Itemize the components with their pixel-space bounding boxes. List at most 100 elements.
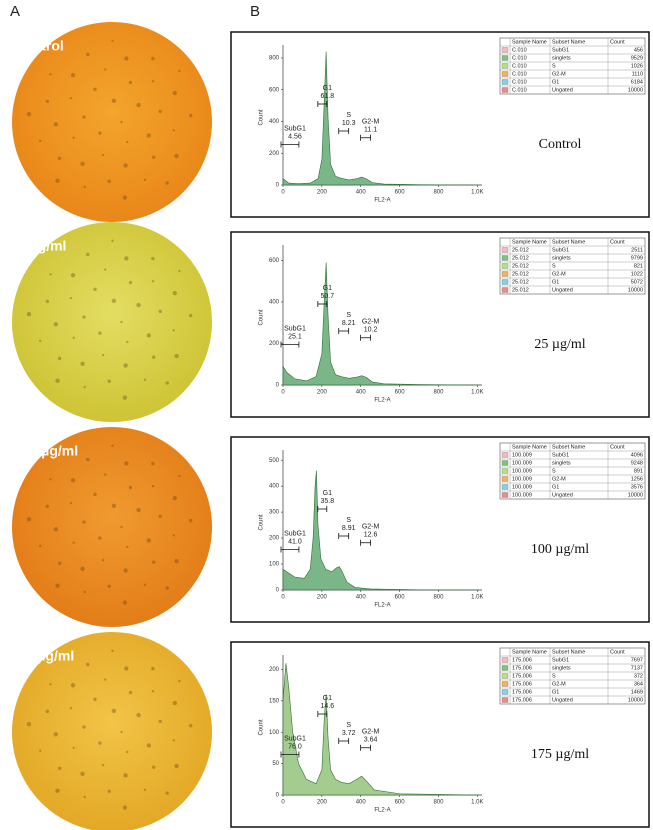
cell-speck <box>98 331 102 335</box>
cell-speck <box>101 558 105 562</box>
cell-speck <box>39 749 42 753</box>
image-label: 100 µg/ml <box>14 443 78 459</box>
cell-speck <box>152 155 156 159</box>
table-cell: 7697 <box>631 657 643 663</box>
cell-speck <box>39 339 42 343</box>
y-tick-label: 100 <box>269 730 280 736</box>
histogram <box>282 663 478 796</box>
cell-speck <box>151 80 155 83</box>
table-cell: 175.006 <box>512 673 532 679</box>
cell-speck <box>104 68 107 71</box>
table-cell: 10000 <box>628 492 643 498</box>
gate-value: 14.6 <box>320 703 334 710</box>
cell-speck <box>165 381 169 385</box>
cell-speck <box>83 185 86 189</box>
x-tick-label: 0 <box>281 595 285 601</box>
table-header: Sample Name <box>512 444 547 450</box>
table-cell: 891 <box>634 468 643 474</box>
gate-name: SubG1 <box>284 125 306 132</box>
cell-speck <box>146 133 152 138</box>
x-axis-label: FL2-A <box>374 398 390 404</box>
cell-speck <box>86 662 90 667</box>
table-cell: 5072 <box>631 279 643 285</box>
cell-speck <box>172 700 178 706</box>
cell-speck <box>136 302 141 308</box>
y-tick-label: 200 <box>269 536 280 542</box>
cell-speck <box>126 545 129 549</box>
cell-speck <box>172 329 175 332</box>
condition-label: 100 µg/ml <box>531 542 589 557</box>
table-cell: G2-M <box>552 476 566 482</box>
table-cell: 1256 <box>631 476 643 482</box>
cell-speck <box>69 706 73 710</box>
cell-speck <box>69 501 73 505</box>
table-cell: 372 <box>634 673 643 679</box>
cell-speck <box>188 518 193 523</box>
cell-speck <box>55 378 60 383</box>
cell-speck <box>124 256 129 261</box>
cell-speck <box>80 161 85 167</box>
table-cell: 25.012 <box>512 287 529 293</box>
y-tick-label: 300 <box>269 510 280 516</box>
cell-speck <box>107 379 111 383</box>
table-header: Sample Name <box>512 39 547 45</box>
y-tick-label: 600 <box>269 87 280 93</box>
table-cell: 10000 <box>628 87 643 93</box>
x-tick-label: 600 <box>395 390 406 396</box>
x-tick-label: 800 <box>433 595 444 601</box>
subset-swatch <box>501 673 509 679</box>
cell-speck <box>82 725 86 729</box>
table-header: Count <box>610 39 625 45</box>
table-header: Count <box>610 444 625 450</box>
x-tick-label: 400 <box>356 390 367 396</box>
subset-swatch <box>501 665 509 671</box>
cell-speck <box>143 378 147 381</box>
cell-speck <box>124 666 129 671</box>
subset-swatch <box>501 697 509 703</box>
table-cell: singlets <box>552 255 571 261</box>
cell-speck <box>70 683 76 688</box>
subset-swatch <box>501 657 509 663</box>
cell-speck <box>120 525 123 529</box>
x-tick-label: 0 <box>281 800 285 806</box>
gate-value: 10.3 <box>342 120 356 127</box>
cell-speck <box>45 99 50 104</box>
y-tick-label: 800 <box>269 56 280 62</box>
cell-speck <box>72 136 75 139</box>
x-tick-label: 0 <box>281 390 285 396</box>
x-tick-label: 600 <box>395 190 406 196</box>
cell-speck <box>86 52 90 57</box>
x-tick-label: 600 <box>395 595 406 601</box>
table-cell: 2511 <box>631 247 643 253</box>
cell-speck <box>53 527 59 532</box>
cell-speck <box>69 96 73 100</box>
cell-speck <box>93 697 97 702</box>
x-tick-label: 200 <box>317 800 328 806</box>
x-axis-label: FL2-A <box>374 603 390 609</box>
cell-speck <box>151 485 155 488</box>
subset-swatch <box>501 247 509 253</box>
cell-speck <box>72 541 75 544</box>
cell-speck <box>111 39 114 43</box>
table-cell: 1022 <box>631 271 643 277</box>
gate-value: 41.0 <box>288 538 302 545</box>
table-frame <box>499 37 646 95</box>
gate-value: 10.2 <box>364 327 378 334</box>
table-cell: 7137 <box>631 665 643 671</box>
gate-name: S <box>346 112 351 119</box>
x-tick-label: 1.0K <box>471 595 483 601</box>
cell-speck <box>158 309 162 314</box>
table-cell: 9529 <box>631 55 643 61</box>
cell-speck <box>188 723 193 728</box>
y-axis-label: Count <box>259 514 265 530</box>
cell-speck <box>80 566 85 572</box>
y-tick-label: 500 <box>269 458 280 464</box>
table-header: Subset Name <box>552 444 585 450</box>
cell-speck <box>123 363 128 368</box>
cell-speck <box>55 583 60 588</box>
table-cell: Ungated <box>552 697 573 703</box>
cell-speck <box>174 763 179 769</box>
table-cell: 4096 <box>631 452 643 458</box>
x-axis-label: FL2-A <box>374 808 390 814</box>
cell-speck <box>57 766 62 771</box>
